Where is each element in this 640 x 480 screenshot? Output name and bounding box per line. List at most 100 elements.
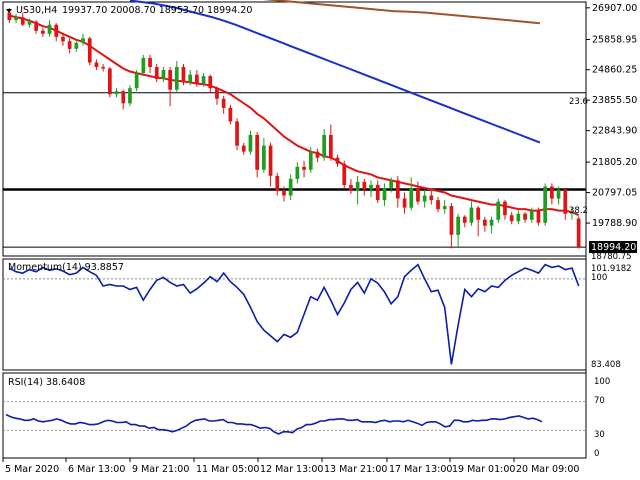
candle-bear (315, 151, 320, 158)
candle-bull (47, 24, 52, 34)
candle-bear (436, 200, 440, 210)
rsi-line (5, 413, 543, 435)
candle-bull (161, 70, 166, 80)
candle-bull (134, 73, 139, 89)
candle-bear (181, 67, 186, 83)
candle-bear (87, 38, 92, 63)
candle-bull (442, 206, 447, 210)
candle-bull (489, 219, 494, 226)
price-label: 20797.05 (592, 188, 637, 199)
candle-bear (282, 191, 286, 196)
momentum-bottom-label: 83.408 (591, 360, 621, 370)
candle-bear (61, 36, 65, 42)
price-label: 26907.00 (592, 3, 637, 14)
candle-bull (308, 151, 313, 170)
candle-bull (74, 42, 79, 49)
price-label-partial: 18780.75 (591, 252, 632, 262)
candle-bear (34, 21, 38, 31)
candle-bull (409, 188, 414, 208)
time-label: 19 Mar 01:00 (452, 464, 515, 475)
candle-bear (509, 215, 514, 222)
candles (7, 8, 581, 249)
candle-bear (41, 30, 45, 34)
momentum-title: Momentum(14) 93.8857 (8, 262, 124, 273)
candle-bear (349, 184, 353, 191)
rsi-level-100: 100 (594, 377, 610, 387)
ma-mid-line (129, 0, 541, 144)
candle-bull (456, 216, 460, 235)
time-axis: 5 Mar 2020 6 Mar 13:00 9 Mar 21:00 11 Mar 0… (2, 458, 579, 475)
candle-bull (114, 91, 119, 95)
candle-bear (503, 201, 507, 216)
candle-bull (529, 210, 534, 220)
price-label: 25858.95 (592, 35, 637, 46)
candle-bull (369, 184, 373, 190)
candle-bear (429, 195, 434, 200)
candle-bear (195, 74, 199, 84)
candle-bull (27, 21, 32, 25)
last-price-tag-bg (589, 241, 637, 253)
candle-bear (20, 17, 25, 25)
moving-averages (9, 0, 580, 217)
candle-bull (322, 135, 326, 158)
candle-bull (496, 201, 501, 220)
candle-bear (563, 189, 568, 214)
candle-bear (449, 206, 454, 235)
fib-lines (3, 92, 586, 248)
candle-bear (342, 163, 347, 185)
last-price-tag: 18994.20 (591, 242, 636, 253)
candle-bear (536, 210, 541, 223)
candle-bear (396, 180, 400, 199)
momentum-panel-frame (2, 258, 587, 371)
candle-bear (54, 24, 59, 37)
ma-slow-line (262, 0, 541, 25)
candle-bear (67, 41, 72, 49)
candle-bear (148, 57, 152, 67)
candle-bear (335, 157, 340, 164)
symbol-label: US30,H4 (16, 5, 57, 16)
candle-bull (556, 189, 561, 199)
candle-bear (268, 145, 273, 176)
candle-bear (576, 218, 581, 248)
candle-bull (14, 17, 18, 21)
candle-bear (228, 107, 233, 122)
time-label: 20 Mar 09:00 (516, 464, 579, 475)
rsi-level-30: 30 (594, 430, 605, 440)
momentum-level-100: 100 (591, 273, 607, 283)
candle-bear (255, 135, 259, 170)
candle-bear (121, 91, 126, 104)
fib-label-23-6: 23.6 (569, 97, 588, 107)
candle-bear (402, 198, 407, 208)
candle-bear (221, 98, 226, 108)
time-label: 17 Mar 13:00 (389, 464, 452, 475)
candle-bull (389, 180, 393, 188)
candle-bull (141, 57, 146, 73)
momentum-indicator (3, 263, 586, 365)
candle-bear (275, 175, 280, 191)
price-axis: 26907.00 25858.95 24860.25 23855.50 22843.90… (586, 3, 637, 229)
ohlc-readout: 19937.70 20008.70 18953.70 18994.20 (62, 5, 252, 16)
candle-bear (462, 216, 467, 223)
price-label: 22843.90 (592, 126, 637, 137)
time-label: 12 Mar 13:00 (260, 464, 323, 475)
time-label: 11 Mar 05:00 (196, 464, 259, 475)
candle-bull (262, 145, 266, 170)
candle-bear (168, 70, 172, 90)
symbol-dropdown-icon[interactable] (6, 9, 12, 13)
rsi-indicator (3, 401, 586, 435)
price-label: 19788.90 (592, 218, 637, 229)
fib-label-38-2: 38.2 (569, 206, 588, 216)
candle-bear (329, 135, 333, 158)
candle-bull (188, 74, 192, 83)
candle-bear (375, 184, 380, 200)
price-label: 23855.50 (592, 95, 637, 106)
candle-bear (101, 67, 105, 69)
candle-bear (215, 88, 219, 99)
candle-bear (550, 186, 554, 199)
candle-bear (483, 219, 487, 226)
candle-bull (355, 181, 360, 191)
candle-bear (154, 67, 159, 80)
price-label: 21805.20 (592, 157, 637, 168)
candle-bear (235, 121, 239, 146)
